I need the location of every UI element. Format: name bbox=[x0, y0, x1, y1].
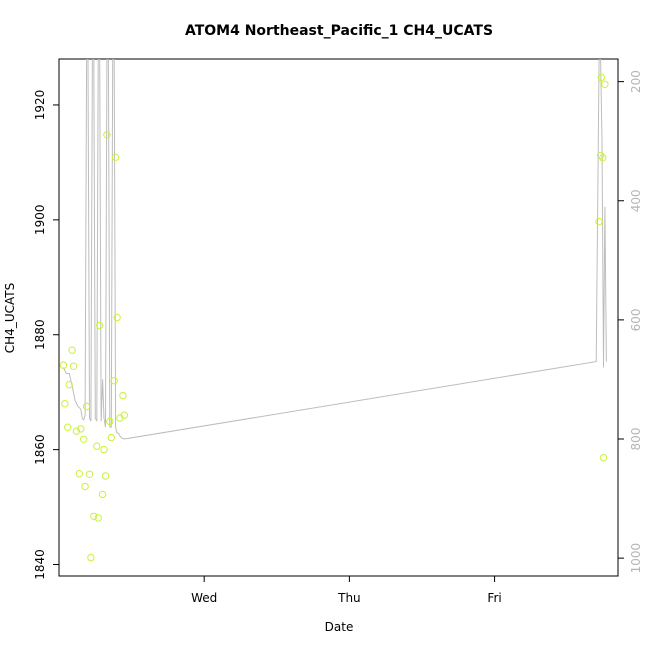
data-point bbox=[111, 153, 120, 161]
data-point bbox=[59, 361, 68, 369]
data-point bbox=[77, 425, 85, 433]
y-axis-label: CH4_UCATS bbox=[3, 283, 17, 353]
data-point bbox=[601, 80, 609, 89]
data-point bbox=[110, 377, 118, 385]
y-tick-label: 1840 bbox=[33, 549, 47, 580]
data-point bbox=[94, 514, 102, 522]
data-point bbox=[103, 131, 111, 139]
data-point bbox=[599, 154, 607, 162]
data-point bbox=[595, 217, 603, 226]
data-point bbox=[93, 442, 101, 450]
data-point bbox=[69, 362, 78, 370]
y2-tick-label: 600 bbox=[629, 308, 643, 331]
data-point bbox=[64, 423, 72, 431]
data-point bbox=[81, 482, 89, 491]
data-point bbox=[597, 73, 605, 82]
data-point bbox=[113, 313, 121, 322]
y-tick-label: 1900 bbox=[33, 205, 47, 236]
data-point bbox=[119, 391, 127, 400]
plot-frame bbox=[58, 58, 619, 577]
chart-title: ATOM4 Northeast_Pacific_1 CH4_UCATS bbox=[185, 23, 493, 39]
data-point bbox=[96, 321, 104, 330]
data-point bbox=[90, 512, 98, 520]
data-point bbox=[599, 454, 608, 462]
data-point bbox=[80, 435, 88, 443]
data-point-layer bbox=[59, 73, 609, 562]
x-tick-label: Thu bbox=[337, 591, 361, 605]
data-point bbox=[61, 400, 69, 408]
y2-tick-label: 200 bbox=[629, 70, 643, 93]
y-tick-label: 1860 bbox=[33, 434, 47, 465]
data-point bbox=[85, 470, 94, 478]
data-point bbox=[82, 402, 91, 411]
x-tick-label: Fri bbox=[487, 591, 501, 605]
y-tick-label: 1880 bbox=[33, 319, 47, 350]
data-point bbox=[107, 433, 116, 442]
pressure-series-line bbox=[62, 59, 607, 440]
pressure-line-layer bbox=[62, 59, 607, 440]
data-point bbox=[65, 381, 73, 389]
data-point bbox=[72, 427, 81, 435]
data-point bbox=[101, 472, 110, 480]
data-point bbox=[100, 445, 108, 454]
axis-layer: Wed Thu Fri 1840 1860 1880 1900 1920 200 400 600 80… bbox=[33, 70, 643, 605]
y2-tick-label: 1000 bbox=[629, 543, 643, 574]
data-point bbox=[98, 490, 107, 499]
x-axis-label: Date bbox=[325, 620, 354, 634]
y2-tick-label: 800 bbox=[629, 428, 643, 451]
data-point bbox=[596, 151, 605, 160]
y2-tick-label: 400 bbox=[629, 189, 643, 212]
data-point bbox=[68, 346, 76, 354]
data-point bbox=[106, 417, 114, 426]
x-tick-label: Wed bbox=[191, 591, 217, 605]
data-point bbox=[120, 411, 129, 419]
data-point bbox=[87, 553, 95, 562]
y-tick-label: 1920 bbox=[33, 90, 47, 121]
data-point bbox=[75, 470, 84, 478]
